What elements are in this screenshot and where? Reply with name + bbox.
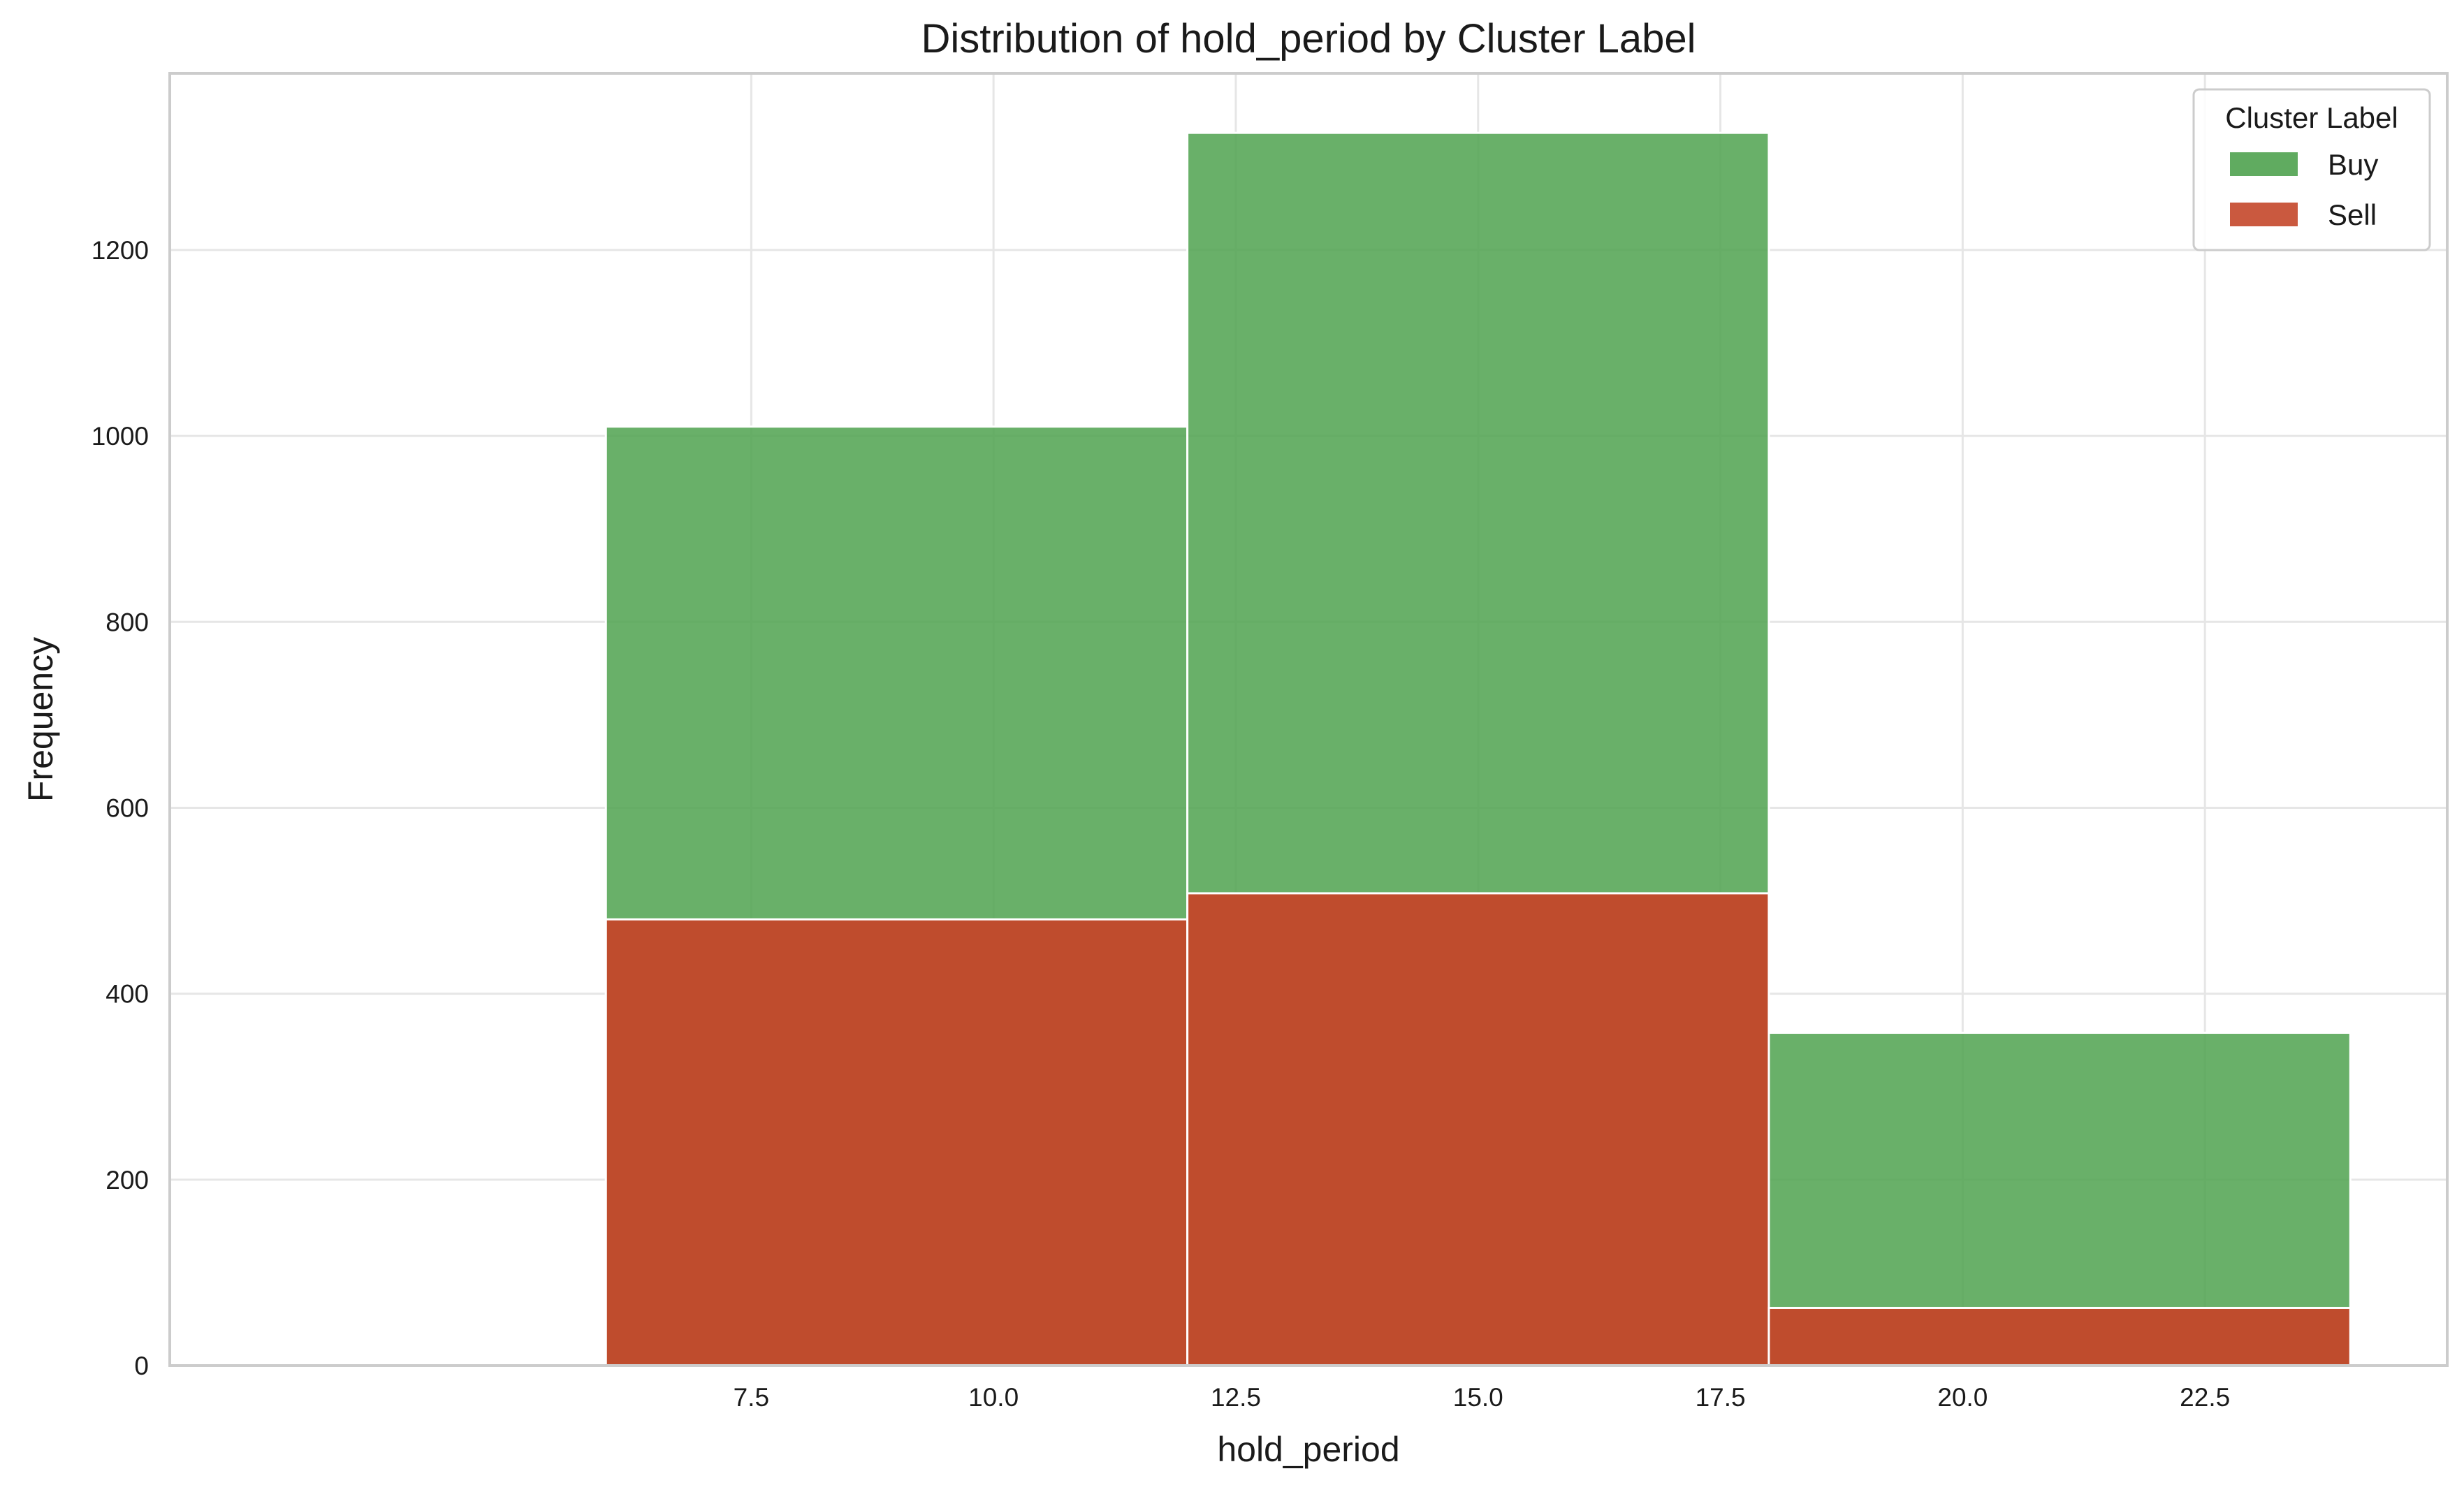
chart-title: Distribution of hold_period by Cluster L… bbox=[921, 16, 1696, 61]
bar-sell-2 bbox=[1186, 892, 1770, 1367]
y-tick-label: 1000 bbox=[92, 422, 149, 451]
x-tick-label: 12.5 bbox=[1211, 1383, 1261, 1412]
legend-label-sell: Sell bbox=[2328, 198, 2377, 231]
legend-items: Buy Sell bbox=[2230, 148, 2378, 231]
bar-sell-1 bbox=[604, 918, 1189, 1367]
tick-labels: 7.5 10.0 12.5 15.0 17.5 20.0 22.5 0 200 400 600 800… bbox=[92, 236, 2231, 1412]
plot-frame bbox=[168, 72, 2449, 1367]
y-axis-label: Frequency bbox=[21, 637, 60, 802]
legend-swatch-sell bbox=[2230, 203, 2298, 226]
x-axis-label: hold_period bbox=[1217, 1430, 1399, 1469]
y-tick-label: 1200 bbox=[92, 236, 149, 265]
x-tick-label: 22.5 bbox=[2180, 1383, 2230, 1412]
x-tick-label: 17.5 bbox=[1696, 1383, 1746, 1412]
histogram-bars bbox=[604, 131, 2352, 1367]
y-tick-label: 400 bbox=[105, 980, 149, 1009]
x-tick-label: 7.5 bbox=[734, 1383, 769, 1412]
legend-label-buy: Buy bbox=[2328, 148, 2378, 181]
y-tick-label: 200 bbox=[105, 1166, 149, 1194]
y-tick-label: 800 bbox=[105, 608, 149, 636]
x-tick-label: 15.0 bbox=[1453, 1383, 1503, 1412]
legend: Cluster Label Buy Sell bbox=[2192, 88, 2431, 251]
legend-title: Cluster Label bbox=[2225, 101, 2398, 134]
x-tick-label: 20.0 bbox=[1937, 1383, 1988, 1412]
x-tick-label: 10.0 bbox=[968, 1383, 1019, 1412]
bar-sell-3 bbox=[1767, 1306, 2352, 1367]
legend-swatch-buy bbox=[2230, 152, 2298, 176]
y-tick-label: 0 bbox=[134, 1352, 149, 1380]
y-tick-label: 600 bbox=[105, 793, 149, 822]
